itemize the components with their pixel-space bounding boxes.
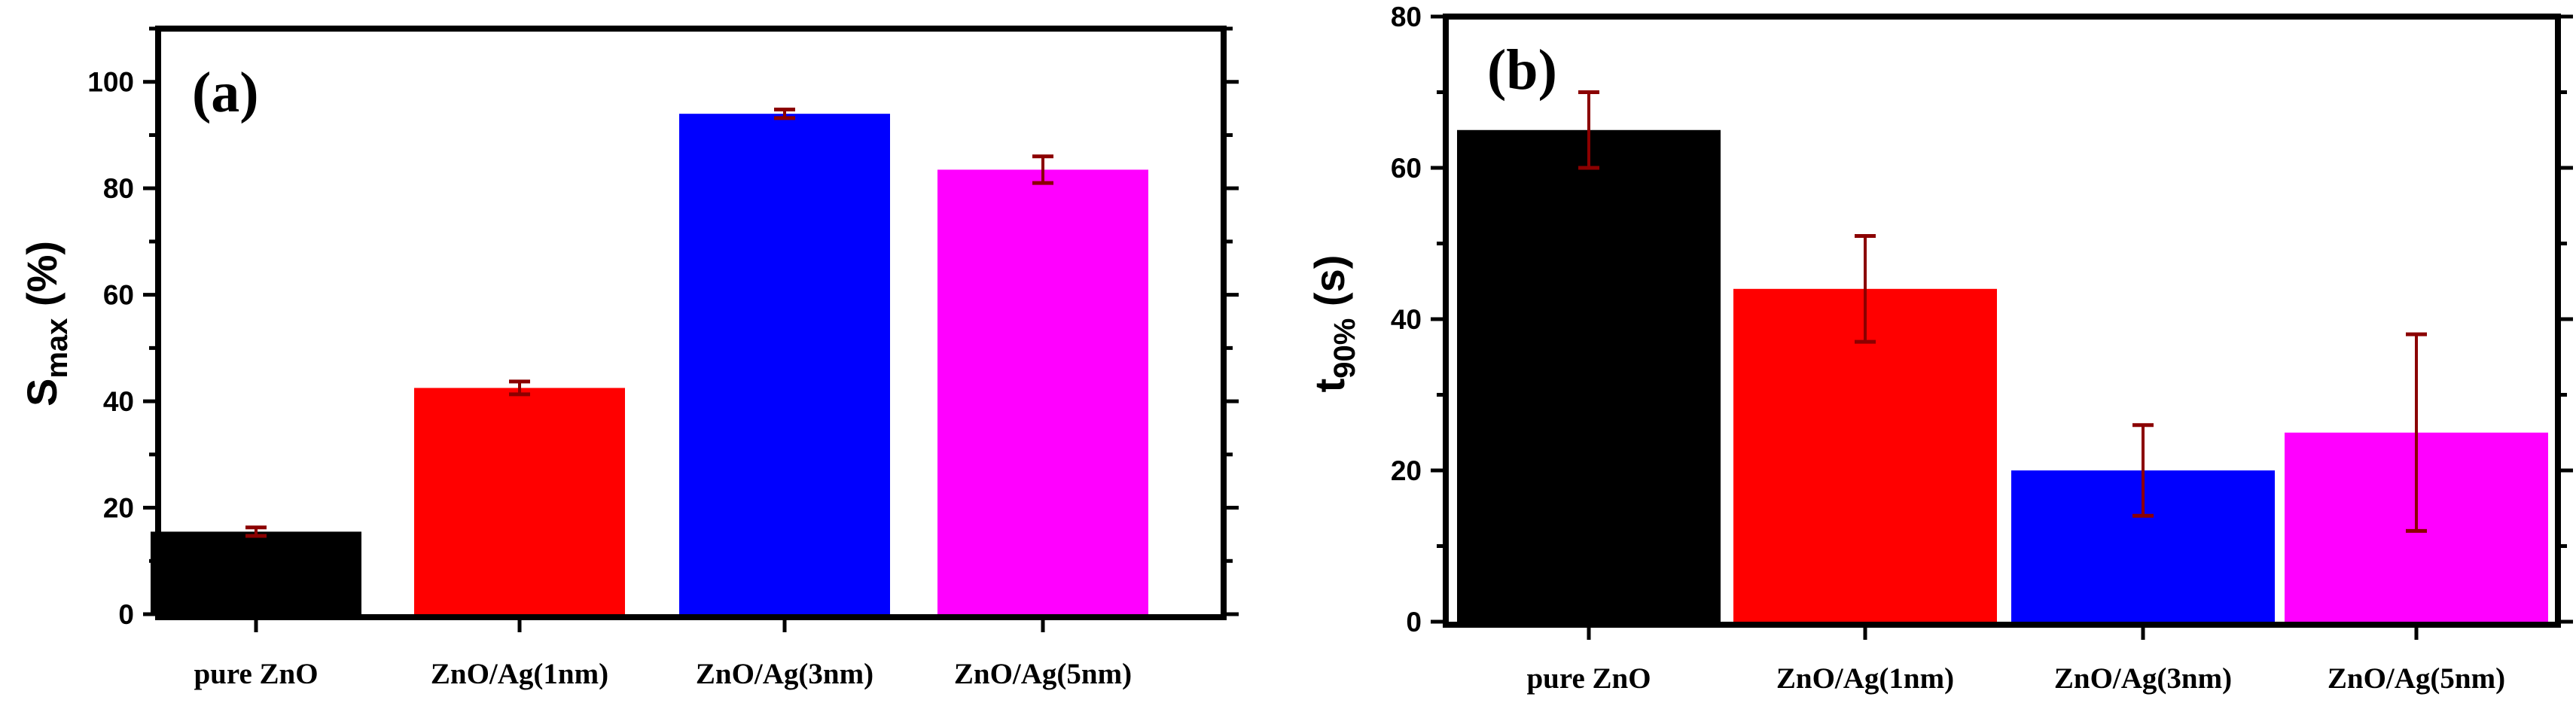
bar-a-1 bbox=[151, 531, 361, 614]
y-axis-title-sub-a: max bbox=[41, 318, 74, 379]
x-tick-label-a-4: ZnO/Ag(5nm) bbox=[954, 658, 1132, 690]
y-tick-label-a: 40 bbox=[103, 386, 134, 417]
y-tick-label-b: 0 bbox=[1406, 607, 1422, 638]
x-tick-label-a-1: pure ZnO bbox=[194, 658, 318, 690]
bar-a-2 bbox=[414, 388, 625, 614]
panel-label-a: (a) bbox=[192, 61, 259, 124]
bars-a bbox=[151, 114, 1148, 615]
y-tick-label-a: 60 bbox=[103, 280, 134, 311]
y-tick-label-a: 0 bbox=[118, 599, 134, 630]
error-bar-a-4 bbox=[1032, 154, 1053, 185]
error-bars-a bbox=[245, 108, 1053, 538]
bar-a-4 bbox=[937, 169, 1148, 615]
chart-panel-a: 0 20 40 60 80 100 pure ZnO ZnO/Ag(1nm) ZnO/Ag(3… bbox=[18, 26, 1239, 690]
bars-b bbox=[1457, 129, 2548, 622]
y-ticks-a: 0 20 40 60 80 100 bbox=[87, 26, 1239, 630]
error-bar-a-1 bbox=[245, 525, 267, 538]
y-tick-label-a: 20 bbox=[103, 493, 134, 524]
bar-b-1 bbox=[1457, 129, 1721, 622]
y-ticks-b: 0 20 40 60 80 bbox=[1391, 2, 2573, 638]
y-tick-label-a: 80 bbox=[103, 173, 134, 204]
y-axis-title-suffix-b: (s) bbox=[1306, 255, 1353, 318]
x-tick-label-b-1: pure ZnO bbox=[1526, 662, 1651, 695]
error-bar-b-2 bbox=[1855, 233, 1876, 344]
y-axis-title-suffix-a: (%) bbox=[18, 241, 66, 318]
y-tick-label-b: 80 bbox=[1391, 2, 1422, 32]
plot-frame-a bbox=[155, 26, 1227, 620]
y-axis-title-main-a: S bbox=[18, 379, 66, 406]
y-tick-label-b: 60 bbox=[1391, 153, 1422, 184]
x-ticks-b: pure ZnO ZnO/Ag(1nm) ZnO/Ag(3nm) ZnO/Ag(5nm… bbox=[1526, 625, 2505, 695]
error-bar-a-2 bbox=[509, 379, 530, 397]
y-axis-title-sub-b: 90% bbox=[1328, 318, 1361, 379]
error-bar-b-3 bbox=[2132, 423, 2154, 518]
x-ticks-a: pure ZnO ZnO/Ag(1nm) ZnO/Ag(3nm) ZnO/Ag(5nm… bbox=[194, 617, 1132, 690]
bar-a-3 bbox=[679, 114, 890, 614]
y-tick-label-b: 20 bbox=[1391, 455, 1422, 486]
error-bar-b-1 bbox=[1578, 90, 1599, 170]
y-tick-label-a: 100 bbox=[87, 67, 134, 98]
bar-b-2 bbox=[1733, 288, 1997, 622]
error-bar-a-3 bbox=[774, 108, 795, 120]
x-tick-label-b-2: ZnO/Ag(1nm) bbox=[1776, 662, 1954, 695]
y-tick-label-b: 40 bbox=[1391, 304, 1422, 335]
panel-label-b: (b) bbox=[1487, 38, 1557, 102]
chart-panel-b: 0 20 40 60 80 pure ZnO ZnO/Ag(1nm) ZnO/Ag(3nm)… bbox=[1306, 2, 2573, 695]
x-tick-label-a-3: ZnO/Ag(3nm) bbox=[696, 658, 873, 690]
y-axis-title-a: Smax (%) bbox=[18, 241, 74, 406]
error-bars-b bbox=[1578, 90, 2427, 533]
x-tick-label-b-3: ZnO/Ag(3nm) bbox=[2054, 662, 2232, 695]
y-axis-title-b: t90% (s) bbox=[1306, 255, 1361, 393]
y-axis-title-main-b: t bbox=[1306, 379, 1353, 393]
x-tick-label-a-2: ZnO/Ag(1nm) bbox=[431, 658, 608, 690]
x-tick-label-b-4: ZnO/Ag(5nm) bbox=[2328, 662, 2505, 695]
error-bar-b-4 bbox=[2406, 332, 2427, 533]
